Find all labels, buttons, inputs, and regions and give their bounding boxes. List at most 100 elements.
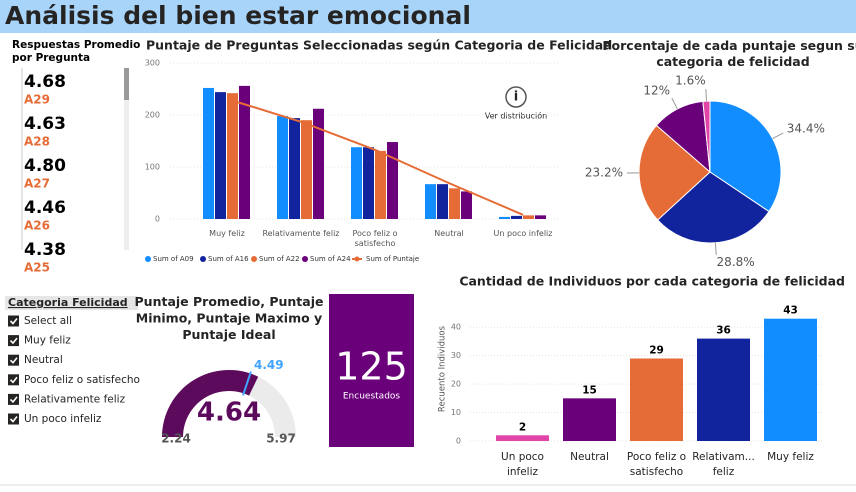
y-tick-label: 300	[145, 59, 160, 68]
bar	[313, 109, 324, 219]
data-label: 12%	[643, 84, 670, 98]
page-title: Análisis del bien estar emocional	[5, 1, 471, 30]
bar	[301, 120, 312, 219]
gauge-max: 5.97	[266, 432, 296, 446]
chart-title: Puntaje de Preguntas Seleccionadas según…	[146, 38, 612, 53]
gauge-value: 4.64	[197, 398, 261, 428]
x-tick-label: Un poco infeliz	[494, 229, 553, 238]
bar	[387, 142, 398, 219]
legend-label[interactable]: Sum of A24	[310, 255, 351, 263]
checkbox[interactable]	[8, 316, 19, 327]
legend-label[interactable]: Sum of A22	[259, 255, 300, 263]
y-tick-label: 40	[451, 323, 461, 332]
y-tick-label: 0	[155, 215, 160, 224]
data-label: 2	[519, 421, 526, 433]
y-axis-title: Recuento Individuos	[438, 325, 448, 412]
card-label: A25	[24, 261, 50, 275]
x-tick-label: Relativam...feliz	[692, 451, 755, 478]
legend-marker	[302, 256, 308, 262]
slicer-item[interactable]: Relativamente feliz	[24, 393, 126, 405]
x-tick-label: Neutral	[434, 229, 464, 238]
y-tick-label: 30	[451, 351, 461, 360]
data-label: 29	[649, 345, 664, 357]
y-tick-label: 100	[145, 163, 160, 172]
legend-marker	[145, 256, 151, 262]
data-label: 36	[716, 325, 731, 337]
leader-line	[706, 89, 707, 101]
chart-title: Cantidad de Individuos por cada categori…	[459, 274, 845, 289]
checkbox[interactable]	[8, 394, 19, 405]
bar	[277, 116, 288, 219]
data-label: 43	[783, 305, 798, 317]
leader-line	[715, 243, 716, 255]
bar	[375, 151, 386, 219]
card-label: A28	[24, 135, 50, 149]
bar	[215, 92, 226, 219]
checkbox[interactable]	[8, 374, 19, 385]
data-label: 1.6%	[675, 74, 706, 88]
y-tick-label: 0	[456, 437, 461, 446]
bar	[461, 191, 472, 219]
card-value: 4.68	[24, 72, 66, 92]
card-label: A27	[24, 177, 50, 191]
bar	[363, 147, 374, 219]
bar	[764, 319, 817, 441]
card-label: A29	[24, 93, 50, 107]
y-tick-label: 20	[451, 380, 461, 389]
bar	[697, 339, 750, 441]
leader-line	[773, 133, 784, 139]
checkbox[interactable]	[8, 414, 19, 425]
slicer-item[interactable]: Select all	[24, 315, 72, 327]
slicer-item[interactable]: Poco feliz o satisfecho	[24, 374, 140, 386]
bar	[449, 188, 460, 219]
x-tick-label: Neutral	[570, 451, 609, 463]
kpi-value: 125	[335, 345, 408, 389]
data-label: 23.2%	[585, 166, 623, 180]
bar	[425, 184, 436, 219]
card-value: 4.38	[24, 240, 66, 260]
slicer-item[interactable]: Un poco infeliz	[24, 413, 102, 425]
kpi-label: Encuestados	[343, 392, 401, 402]
x-tick-label: Muy feliz	[209, 229, 245, 238]
legend-marker	[251, 256, 257, 262]
legend-marker	[200, 256, 206, 262]
bar	[351, 147, 362, 219]
bar	[203, 88, 214, 219]
bar	[523, 215, 534, 219]
slicer-item[interactable]: Neutral	[24, 354, 63, 366]
slicer-item[interactable]: Muy feliz	[24, 335, 71, 347]
legend-marker	[355, 257, 360, 262]
legend-label[interactable]: Sum of A09	[153, 255, 194, 263]
bar	[437, 184, 448, 219]
data-label: 34.4%	[787, 122, 825, 136]
data-label: 15	[582, 384, 597, 396]
slicer-title: Categoria Felicidad	[8, 296, 128, 309]
checkbox[interactable]	[8, 335, 19, 346]
y-tick-label: 200	[145, 111, 160, 120]
legend-label[interactable]: Sum of A16	[208, 255, 249, 263]
gauge-min: 2.24	[161, 432, 191, 446]
legend-label[interactable]: Sum of Puntaje	[366, 255, 419, 263]
scroll-thumb[interactable]	[124, 68, 129, 100]
data-label: 28.8%	[717, 255, 755, 269]
card-label: A26	[24, 219, 50, 233]
bar	[496, 435, 549, 441]
bar	[499, 217, 510, 219]
bar	[289, 118, 300, 219]
bar	[535, 215, 546, 219]
info-i: i	[514, 90, 518, 105]
x-tick-label: Muy feliz	[767, 451, 814, 463]
bar	[563, 398, 616, 441]
card-value: 4.46	[24, 198, 66, 218]
checkbox[interactable]	[8, 355, 19, 366]
gauge-target-label: 4.49	[254, 358, 284, 372]
leader-line	[672, 98, 678, 109]
bar	[511, 216, 522, 219]
